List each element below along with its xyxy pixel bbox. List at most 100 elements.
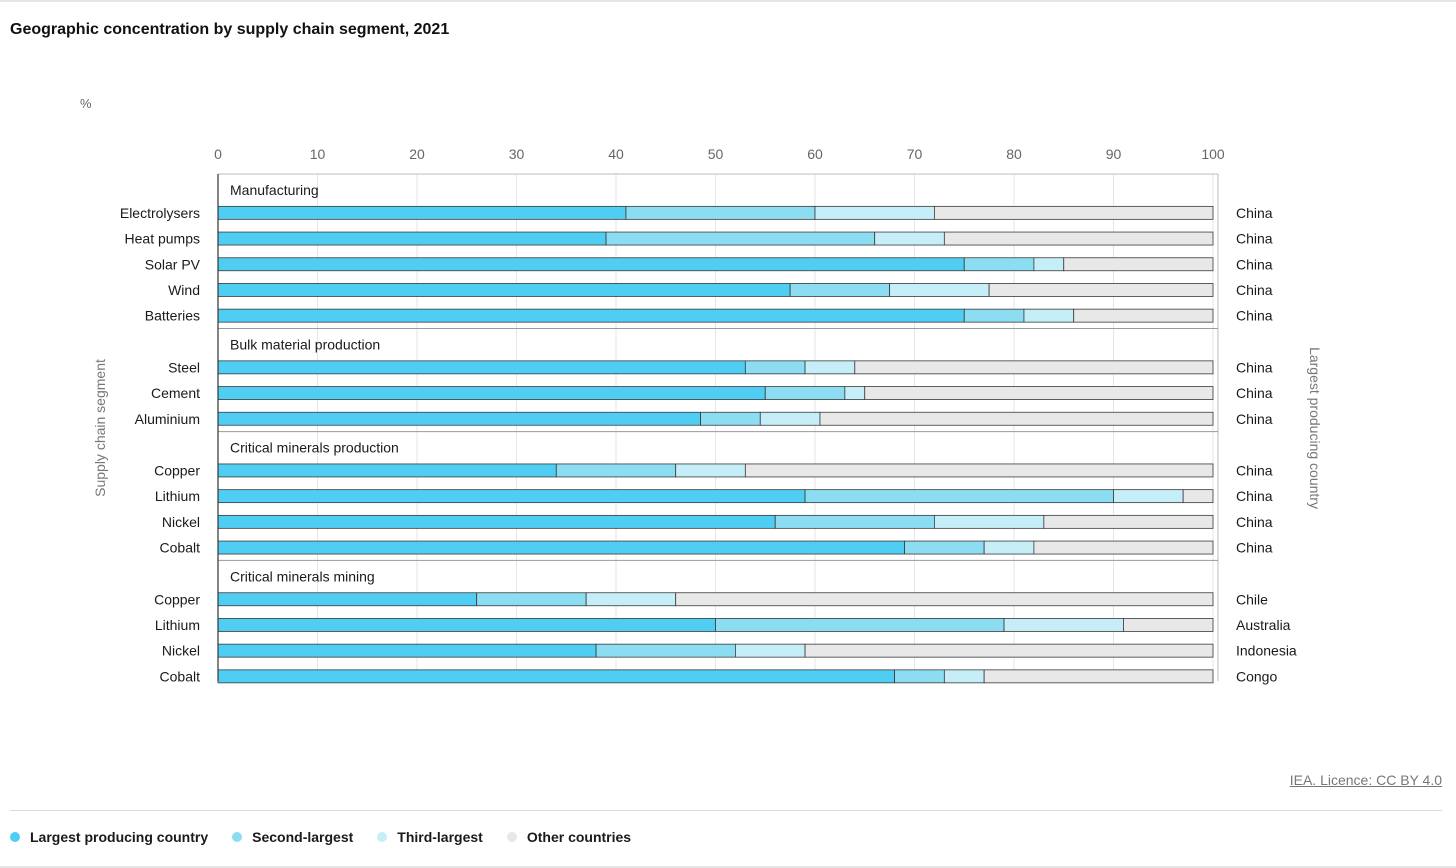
y2-axis-title: Largest producing country [1307, 347, 1323, 509]
bar-segment [585, 592, 677, 607]
row-label: Copper [154, 591, 200, 607]
bar-segment [625, 205, 816, 220]
bar-segment [943, 231, 1214, 246]
country-label: China [1236, 308, 1273, 324]
bar-segment [874, 231, 945, 246]
row-label: Electrolysers [120, 205, 200, 221]
bar-segment [605, 231, 876, 246]
bar-segment [217, 514, 776, 529]
x-tick-label: 10 [310, 146, 326, 162]
country-label: Congo [1236, 668, 1277, 684]
country-label: China [1236, 359, 1273, 375]
bar-segment [804, 489, 1114, 504]
country-label: China [1236, 462, 1273, 478]
bar-segment [1063, 257, 1214, 272]
bar-segment [1023, 308, 1075, 323]
bar-segment [744, 463, 1214, 478]
bar-segment [889, 283, 990, 297]
legend-dot-icon [377, 832, 388, 842]
bar-segment [217, 386, 766, 400]
row-label: Heat pumps [125, 231, 200, 247]
row-label: Lithium [155, 617, 200, 633]
bar-segment [894, 669, 945, 684]
legend-item-largest[interactable]: Largest producing country [10, 829, 208, 845]
row-label: Copper [154, 462, 200, 478]
legend-label: Largest producing country [30, 829, 209, 845]
license-link[interactable]: IEA. Licence: CC BY 4.0 [1289, 772, 1442, 788]
row-label: Batteries [145, 308, 200, 324]
bottom-divider [0, 866, 1456, 868]
unit-label: % [80, 96, 92, 111]
legend: Largest producing country Second-largest… [10, 829, 631, 845]
row-label: Nickel [162, 514, 200, 530]
bar-segment [744, 360, 806, 375]
bar-segment [943, 669, 985, 684]
bar-segment [774, 514, 935, 529]
x-tick-label: 70 [907, 146, 923, 162]
country-label: China [1236, 231, 1273, 247]
legend-item-second[interactable]: Second-largest [232, 829, 353, 845]
bar-segment [217, 308, 965, 323]
country-label: China [1236, 514, 1273, 530]
bar-segment [1003, 618, 1124, 632]
country-label: China [1236, 385, 1273, 401]
chart-canvas: % 0 10 20 30 40 50 60 70 80 90 100 Manufacturing Elec… [80, 96, 1323, 684]
bar-segment [934, 514, 1045, 529]
x-tick-label: 50 [708, 146, 724, 162]
bar-segment [1182, 489, 1214, 504]
bar-segment [759, 411, 821, 426]
bar-segment [1043, 514, 1214, 529]
bar-segment [217, 540, 905, 555]
bar-segment [735, 643, 806, 658]
row-label: Solar PV [145, 256, 201, 272]
x-tick-label: 100 [1201, 146, 1225, 162]
legend-label: Third-largest [397, 829, 483, 845]
row-label: Cobalt [160, 540, 201, 556]
bar-segment [217, 205, 627, 220]
bar-segment [983, 669, 1214, 684]
legend-item-other[interactable]: Other countries [506, 829, 631, 845]
legend-dot-icon [232, 832, 243, 842]
bar-segment [963, 308, 1025, 323]
bar-segment [1113, 489, 1184, 504]
bar-segment [217, 592, 478, 607]
country-label: China [1236, 282, 1273, 298]
bar-segment [864, 386, 1214, 400]
bar-segment [675, 463, 746, 478]
country-label: China [1236, 256, 1273, 272]
bar-segment [1123, 618, 1214, 632]
y-axis-title: Supply chain segment [92, 359, 108, 497]
bar-segment [555, 463, 677, 478]
bar-segment [814, 205, 935, 220]
country-label: Australia [1236, 617, 1291, 633]
bar-segment [675, 592, 1214, 607]
bar-segment [700, 411, 761, 426]
bar-segment [1033, 540, 1214, 555]
bar-segment [217, 231, 607, 246]
row-label: Lithium [155, 488, 200, 504]
legend-dot-icon [506, 832, 517, 842]
country-label: China [1236, 205, 1273, 221]
bar-segment [844, 386, 866, 400]
bar-segment [476, 592, 587, 607]
group-label: Bulk material production [230, 337, 380, 353]
x-tick-label: 40 [608, 146, 624, 162]
x-tick-label: 90 [1106, 146, 1122, 162]
bar-segment [764, 386, 846, 400]
bar-segment [983, 540, 1035, 555]
bar-segment [217, 463, 557, 478]
row-label: Steel [168, 359, 200, 375]
bar-segment [1073, 308, 1214, 323]
group-label: Manufacturing [230, 182, 319, 198]
row-label: Aluminium [135, 411, 200, 427]
group-label: Critical minerals production [230, 440, 399, 456]
bar-segment [963, 257, 1035, 272]
x-tick-label: 0 [214, 146, 222, 162]
country-label: China [1236, 540, 1273, 556]
bar-segment [904, 540, 985, 555]
bar-segment [217, 618, 716, 632]
bar-segment [217, 283, 791, 297]
legend-item-third[interactable]: Third-largest [377, 829, 483, 845]
bar-segment [789, 283, 891, 297]
top-divider [0, 0, 1456, 2]
